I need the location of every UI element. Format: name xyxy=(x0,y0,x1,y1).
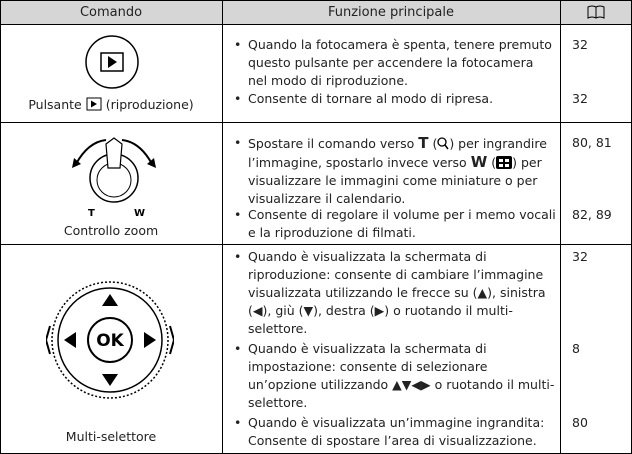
text: Consente di regolare il volume per i mem… xyxy=(248,207,556,240)
page-ref: 32 xyxy=(572,91,588,106)
command-label: Controllo zoom xyxy=(0,222,222,240)
border xyxy=(0,244,632,245)
text: Pulsante xyxy=(28,97,82,112)
command-label: Multi-selettore xyxy=(0,428,222,446)
page-ref: 32 xyxy=(572,37,588,52)
header-text: Comando xyxy=(79,4,143,20)
play-icon xyxy=(86,97,102,111)
text: ( xyxy=(487,155,497,170)
bullet: Quando è visualizzata un’immagine ingran… xyxy=(234,414,556,450)
text: Multi-selettore xyxy=(65,429,157,444)
text: ( xyxy=(428,136,438,151)
header-cell: Comando xyxy=(0,0,222,24)
page-ref: 32 xyxy=(572,249,588,264)
page-ref: 80 xyxy=(572,415,588,430)
text: Quando è visualizzata la schermata di im… xyxy=(248,341,555,410)
multi-selector-icon: OK xyxy=(46,281,174,399)
page-ref: 8 xyxy=(572,341,580,356)
header-cell xyxy=(560,0,632,24)
bullet: Spostare il comando verso T () per ingra… xyxy=(234,134,556,208)
header-cell: Funzione principale xyxy=(222,0,560,24)
text: W xyxy=(470,153,488,171)
bullet: Quando è visualizzata la schermata di im… xyxy=(234,340,556,412)
border xyxy=(0,24,632,25)
bullet: Quando la fotocamera è spenta, tenere pr… xyxy=(234,36,556,90)
page-ref: 80, 81 xyxy=(572,135,612,150)
text: Spostare il comando verso xyxy=(248,136,419,151)
play-button-icon xyxy=(85,35,139,89)
border xyxy=(560,0,561,454)
zoom-control-icon: T W xyxy=(72,137,156,219)
text: Quando è visualizzata un’immagine ingran… xyxy=(248,415,545,448)
bullet: Consente di tornare al modo di ripresa. xyxy=(234,90,556,108)
text: ) per ingrandire l’immagine, spostarlo i… xyxy=(248,136,547,170)
border xyxy=(0,0,1,454)
text: Controllo zoom xyxy=(63,223,159,238)
header-text: Funzione principale xyxy=(327,4,455,20)
icon-label: W xyxy=(134,208,145,219)
text: (riproduzione) xyxy=(105,97,194,112)
text: ) per visualizzare le immagini come mini… xyxy=(248,155,542,206)
border xyxy=(0,0,632,1)
border xyxy=(0,122,632,123)
magnifier-icon xyxy=(437,137,449,150)
command-label: Pulsante (riproduzione) xyxy=(0,96,222,114)
book-icon xyxy=(587,5,605,19)
text: T xyxy=(418,134,429,152)
bullet: Consente di regolare il volume per i mem… xyxy=(234,206,556,242)
icon-label: OK xyxy=(96,331,124,351)
text: Quando la fotocamera è spenta, tenere pr… xyxy=(248,37,552,88)
thumbnail-icon xyxy=(496,156,513,169)
text: Quando è visualizzata la schermata di ri… xyxy=(248,249,546,336)
page-ref: 82, 89 xyxy=(572,207,612,222)
border xyxy=(222,0,223,454)
icon-label: T xyxy=(88,208,95,219)
text: Consente di tornare al modo di ripresa. xyxy=(248,91,494,106)
bullet: Quando è visualizzata la schermata di ri… xyxy=(234,248,556,338)
